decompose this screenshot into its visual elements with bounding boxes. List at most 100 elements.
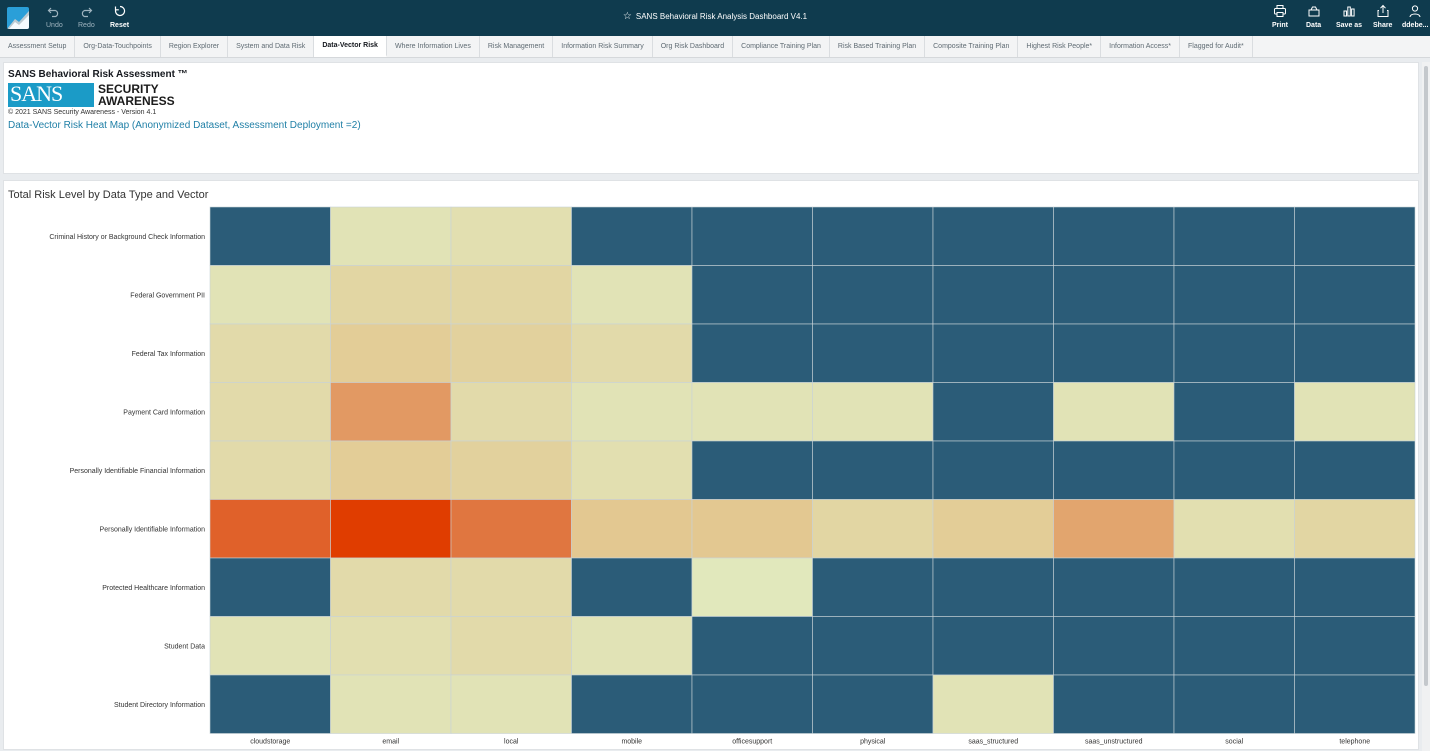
heatmap-cell[interactable] (1053, 265, 1175, 325)
heatmap-cell[interactable] (691, 499, 813, 559)
heatmap-cell[interactable] (691, 323, 813, 383)
heatmap-cell[interactable] (1173, 206, 1295, 266)
heatmap-cell[interactable] (571, 382, 693, 442)
heatmap-cell[interactable] (932, 616, 1054, 676)
heatmap-cell[interactable] (209, 323, 331, 383)
heatmap-cell[interactable] (932, 382, 1054, 442)
heatmap-cell[interactable] (450, 616, 572, 676)
heatmap-cell[interactable] (1294, 674, 1416, 734)
heatmap-cell[interactable] (1053, 499, 1175, 559)
heatmap-cell[interactable] (1053, 206, 1175, 266)
heatmap-cell[interactable] (932, 440, 1054, 500)
heatmap-cell[interactable] (450, 206, 572, 266)
heatmap-cell[interactable] (932, 265, 1054, 325)
heatmap-cell[interactable] (1294, 616, 1416, 676)
heatmap-cell[interactable] (209, 440, 331, 500)
reset-button[interactable]: Reset (110, 4, 129, 32)
heatmap-cell[interactable] (812, 206, 934, 266)
heatmap-cell[interactable] (330, 323, 452, 383)
heatmap-cell[interactable] (812, 557, 934, 617)
heatmap-cell[interactable] (571, 440, 693, 500)
heatmap-cell[interactable] (209, 206, 331, 266)
heatmap-cell[interactable] (571, 323, 693, 383)
tab-risk-management[interactable]: Risk Management (480, 36, 554, 57)
scrollbar-thumb[interactable] (1424, 66, 1428, 686)
heatmap-cell[interactable] (1294, 440, 1416, 500)
heatmap-cell[interactable] (812, 616, 934, 676)
tab-information-access[interactable]: Information Access* (1101, 36, 1181, 57)
heatmap-cell[interactable] (1053, 323, 1175, 383)
heatmap-cell[interactable] (1173, 382, 1295, 442)
heatmap-cell[interactable] (330, 499, 452, 559)
heatmap-cell[interactable] (330, 265, 452, 325)
heatmap-cell[interactable] (691, 440, 813, 500)
heatmap-cell[interactable] (330, 440, 452, 500)
heatmap-cell[interactable] (1173, 265, 1295, 325)
heatmap-cell[interactable] (1173, 440, 1295, 500)
tab-flagged-for-audit[interactable]: Flagged for Audit* (1180, 36, 1253, 57)
heatmap-cell[interactable] (330, 206, 452, 266)
heatmap-cell[interactable] (1294, 206, 1416, 266)
heatmap-cell[interactable] (1173, 499, 1295, 559)
star-icon[interactable]: ☆ (622, 11, 632, 22)
tab-assessment-setup[interactable]: Assessment Setup (0, 36, 76, 57)
heatmap-cell[interactable] (209, 674, 331, 734)
heatmap-cell[interactable] (1053, 382, 1175, 442)
heatmap-cell[interactable] (1053, 616, 1175, 676)
heatmap-cell[interactable] (691, 265, 813, 325)
heatmap-cell[interactable] (330, 674, 452, 734)
tab-risk-based-training-plan[interactable]: Risk Based Training Plan (830, 36, 926, 57)
heatmap-cell[interactable] (209, 616, 331, 676)
heatmap-cell[interactable] (932, 323, 1054, 383)
heatmap-cell[interactable] (450, 499, 572, 559)
print-button[interactable]: Print (1272, 4, 1288, 32)
tab-data-vector-risk[interactable]: Data-Vector Risk (314, 36, 387, 57)
data-button[interactable]: Data (1306, 4, 1321, 32)
heatmap-cell[interactable] (932, 499, 1054, 559)
undo-button[interactable]: Undo (46, 4, 63, 32)
heatmap-cell[interactable] (209, 265, 331, 325)
heatmap-cell[interactable] (691, 674, 813, 734)
heatmap-cell[interactable] (450, 440, 572, 500)
tab-information-risk-summary[interactable]: Information Risk Summary (553, 36, 653, 57)
heatmap-cell[interactable] (691, 557, 813, 617)
heatmap-cell[interactable] (1294, 382, 1416, 442)
app-logo[interactable] (7, 7, 29, 29)
heatmap-cell[interactable] (812, 382, 934, 442)
heatmap-cell[interactable] (330, 616, 452, 676)
heatmap-cell[interactable] (1173, 557, 1295, 617)
heatmap-cell[interactable] (932, 674, 1054, 734)
heatmap-cell[interactable] (1294, 323, 1416, 383)
tab-region-explorer[interactable]: Region Explorer (161, 36, 229, 57)
heatmap-cell[interactable] (571, 206, 693, 266)
heatmap-cell[interactable] (571, 674, 693, 734)
heatmap-cell[interactable] (1294, 265, 1416, 325)
heatmap-cell[interactable] (1053, 557, 1175, 617)
heatmap-cell[interactable] (571, 265, 693, 325)
heatmap-cell[interactable] (209, 382, 331, 442)
tab-org-data-touchpoints[interactable]: Org-Data-Touchpoints (75, 36, 161, 57)
heatmap-cell[interactable] (1173, 323, 1295, 383)
heatmap-cell[interactable] (691, 206, 813, 266)
heatmap-cell[interactable] (450, 265, 572, 325)
heatmap-cell[interactable] (571, 499, 693, 559)
tab-org-risk-dashboard[interactable]: Org Risk Dashboard (653, 36, 734, 57)
heatmap-cell[interactable] (932, 557, 1054, 617)
heatmap-cell[interactable] (330, 382, 452, 442)
save-as-button[interactable]: Save as (1336, 4, 1362, 32)
tab-compliance-training-plan[interactable]: Compliance Training Plan (733, 36, 830, 57)
heatmap-cell[interactable] (209, 557, 331, 617)
heatmap-cell[interactable] (812, 674, 934, 734)
heatmap-cell[interactable] (1053, 674, 1175, 734)
tab-system-and-data-risk[interactable]: System and Data Risk (228, 36, 315, 57)
heatmap-cell[interactable] (1053, 440, 1175, 500)
heatmap-cell[interactable] (1173, 616, 1295, 676)
heatmap-cell[interactable] (209, 499, 331, 559)
heatmap-cell[interactable] (1294, 499, 1416, 559)
heatmap-cell[interactable] (450, 674, 572, 734)
heatmap-cell[interactable] (450, 557, 572, 617)
tab-where-information-lives[interactable]: Where Information Lives (387, 36, 480, 57)
heatmap-cell[interactable] (571, 616, 693, 676)
heatmap-cell[interactable] (571, 557, 693, 617)
redo-button[interactable]: Redo (78, 4, 95, 32)
